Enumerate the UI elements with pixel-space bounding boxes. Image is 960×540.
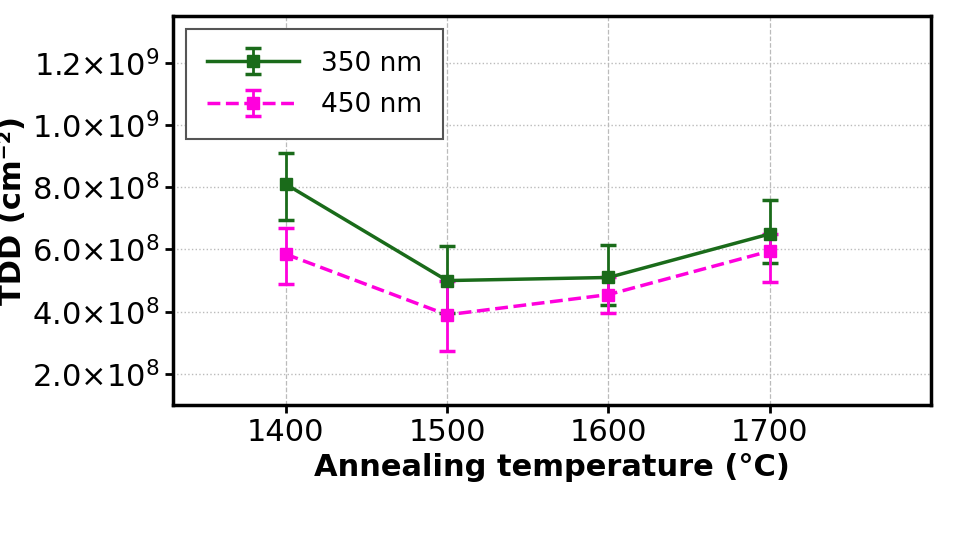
Y-axis label: TDD (cm⁻²): TDD (cm⁻²) [0, 116, 27, 305]
Legend: 350 nm, 450 nm: 350 nm, 450 nm [186, 29, 443, 139]
X-axis label: Annealing temperature (°C): Annealing temperature (°C) [314, 453, 790, 482]
